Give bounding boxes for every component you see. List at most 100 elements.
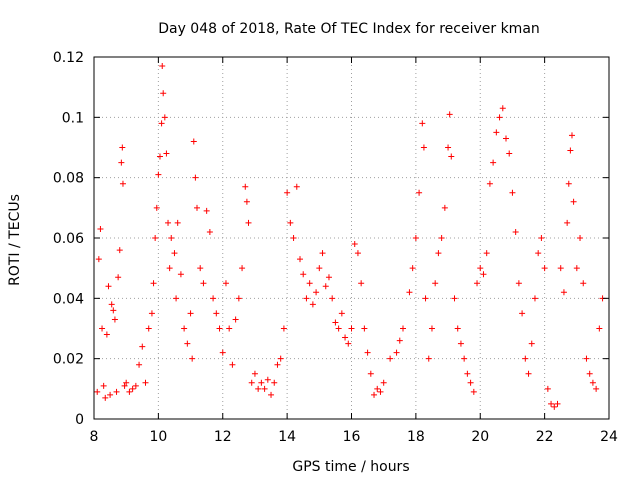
y-tick-label: 0.1 bbox=[62, 110, 84, 126]
y-axis-label: ROTI / TECUs bbox=[7, 194, 23, 286]
data-point bbox=[377, 388, 384, 395]
data-point bbox=[145, 325, 152, 332]
x-tick-label: 14 bbox=[278, 429, 296, 445]
data-point bbox=[255, 385, 262, 392]
data-point bbox=[474, 280, 481, 287]
data-point bbox=[351, 241, 358, 248]
data-point bbox=[306, 280, 313, 287]
data-point bbox=[94, 388, 101, 395]
data-point bbox=[251, 370, 258, 377]
data-point bbox=[570, 198, 577, 205]
data-point bbox=[480, 271, 487, 278]
data-point bbox=[103, 331, 110, 338]
data-point bbox=[541, 265, 548, 272]
data-point bbox=[168, 235, 175, 241]
data-point bbox=[531, 295, 538, 302]
data-point bbox=[118, 159, 125, 166]
data-point bbox=[499, 105, 506, 112]
data-point bbox=[577, 235, 584, 241]
data-point bbox=[467, 379, 474, 386]
data-point bbox=[483, 250, 490, 257]
data-point bbox=[348, 325, 355, 332]
data-point bbox=[538, 235, 545, 241]
data-point bbox=[409, 265, 416, 272]
data-point bbox=[448, 153, 455, 160]
data-point bbox=[548, 400, 555, 407]
y-tick-label: 0.04 bbox=[53, 291, 84, 307]
data-point bbox=[142, 379, 149, 386]
data-point bbox=[567, 147, 574, 154]
data-point bbox=[226, 325, 233, 332]
data-point bbox=[108, 301, 115, 308]
data-point bbox=[451, 295, 458, 302]
data-point bbox=[477, 265, 484, 272]
data-point bbox=[277, 355, 284, 362]
data-point bbox=[274, 361, 281, 368]
data-point bbox=[264, 376, 271, 383]
data-point bbox=[425, 355, 432, 362]
data-point bbox=[163, 150, 170, 157]
data-point bbox=[121, 382, 128, 389]
data-point bbox=[583, 355, 590, 362]
data-point bbox=[165, 219, 172, 226]
data-point bbox=[580, 280, 587, 287]
data-point bbox=[325, 274, 332, 281]
data-point bbox=[329, 295, 336, 302]
data-point bbox=[400, 325, 406, 332]
data-point bbox=[156, 153, 163, 160]
data-point bbox=[219, 349, 226, 356]
data-point bbox=[568, 132, 575, 139]
data-point bbox=[525, 370, 532, 377]
data-point bbox=[354, 250, 361, 257]
data-point bbox=[200, 280, 207, 287]
data-point bbox=[280, 325, 287, 332]
data-point bbox=[586, 370, 593, 377]
data-point bbox=[322, 283, 329, 290]
data-point bbox=[551, 403, 558, 410]
data-point bbox=[139, 343, 146, 350]
y-tick-label: 0 bbox=[75, 412, 84, 428]
y-tick-label: 0.08 bbox=[53, 171, 84, 187]
data-point bbox=[97, 225, 104, 232]
data-point bbox=[105, 283, 112, 290]
data-point bbox=[358, 280, 365, 287]
data-point bbox=[412, 235, 419, 241]
data-point bbox=[464, 370, 471, 377]
data-point bbox=[126, 388, 133, 395]
data-point bbox=[197, 265, 204, 272]
data-point bbox=[194, 204, 200, 211]
data-point bbox=[119, 144, 126, 151]
data-point bbox=[210, 295, 217, 302]
y-tick-label: 0.12 bbox=[53, 50, 84, 66]
data-point bbox=[111, 316, 118, 323]
data-point bbox=[232, 316, 239, 323]
data-point bbox=[174, 219, 181, 226]
x-tick-label: 16 bbox=[343, 429, 361, 445]
data-point bbox=[342, 334, 349, 341]
data-point bbox=[554, 400, 561, 407]
data-point bbox=[243, 198, 250, 205]
data-point bbox=[203, 207, 210, 214]
data-point bbox=[115, 274, 122, 281]
data-point bbox=[216, 325, 223, 332]
data-point bbox=[345, 340, 352, 347]
data-point bbox=[596, 325, 603, 332]
chart-title: Day 048 of 2018, Rate Of TEC Index for r… bbox=[158, 21, 540, 37]
data-point bbox=[535, 250, 542, 257]
data-point bbox=[173, 295, 180, 302]
data-point bbox=[132, 382, 139, 389]
data-point bbox=[435, 250, 442, 257]
data-markers bbox=[94, 63, 606, 410]
data-point bbox=[457, 340, 464, 347]
data-point bbox=[190, 138, 197, 145]
data-point bbox=[171, 250, 178, 257]
data-point bbox=[181, 325, 188, 332]
data-point bbox=[380, 379, 387, 386]
data-point bbox=[316, 265, 323, 272]
data-point bbox=[293, 183, 300, 190]
data-point bbox=[242, 183, 249, 190]
data-point bbox=[303, 295, 310, 302]
data-point bbox=[153, 204, 160, 211]
